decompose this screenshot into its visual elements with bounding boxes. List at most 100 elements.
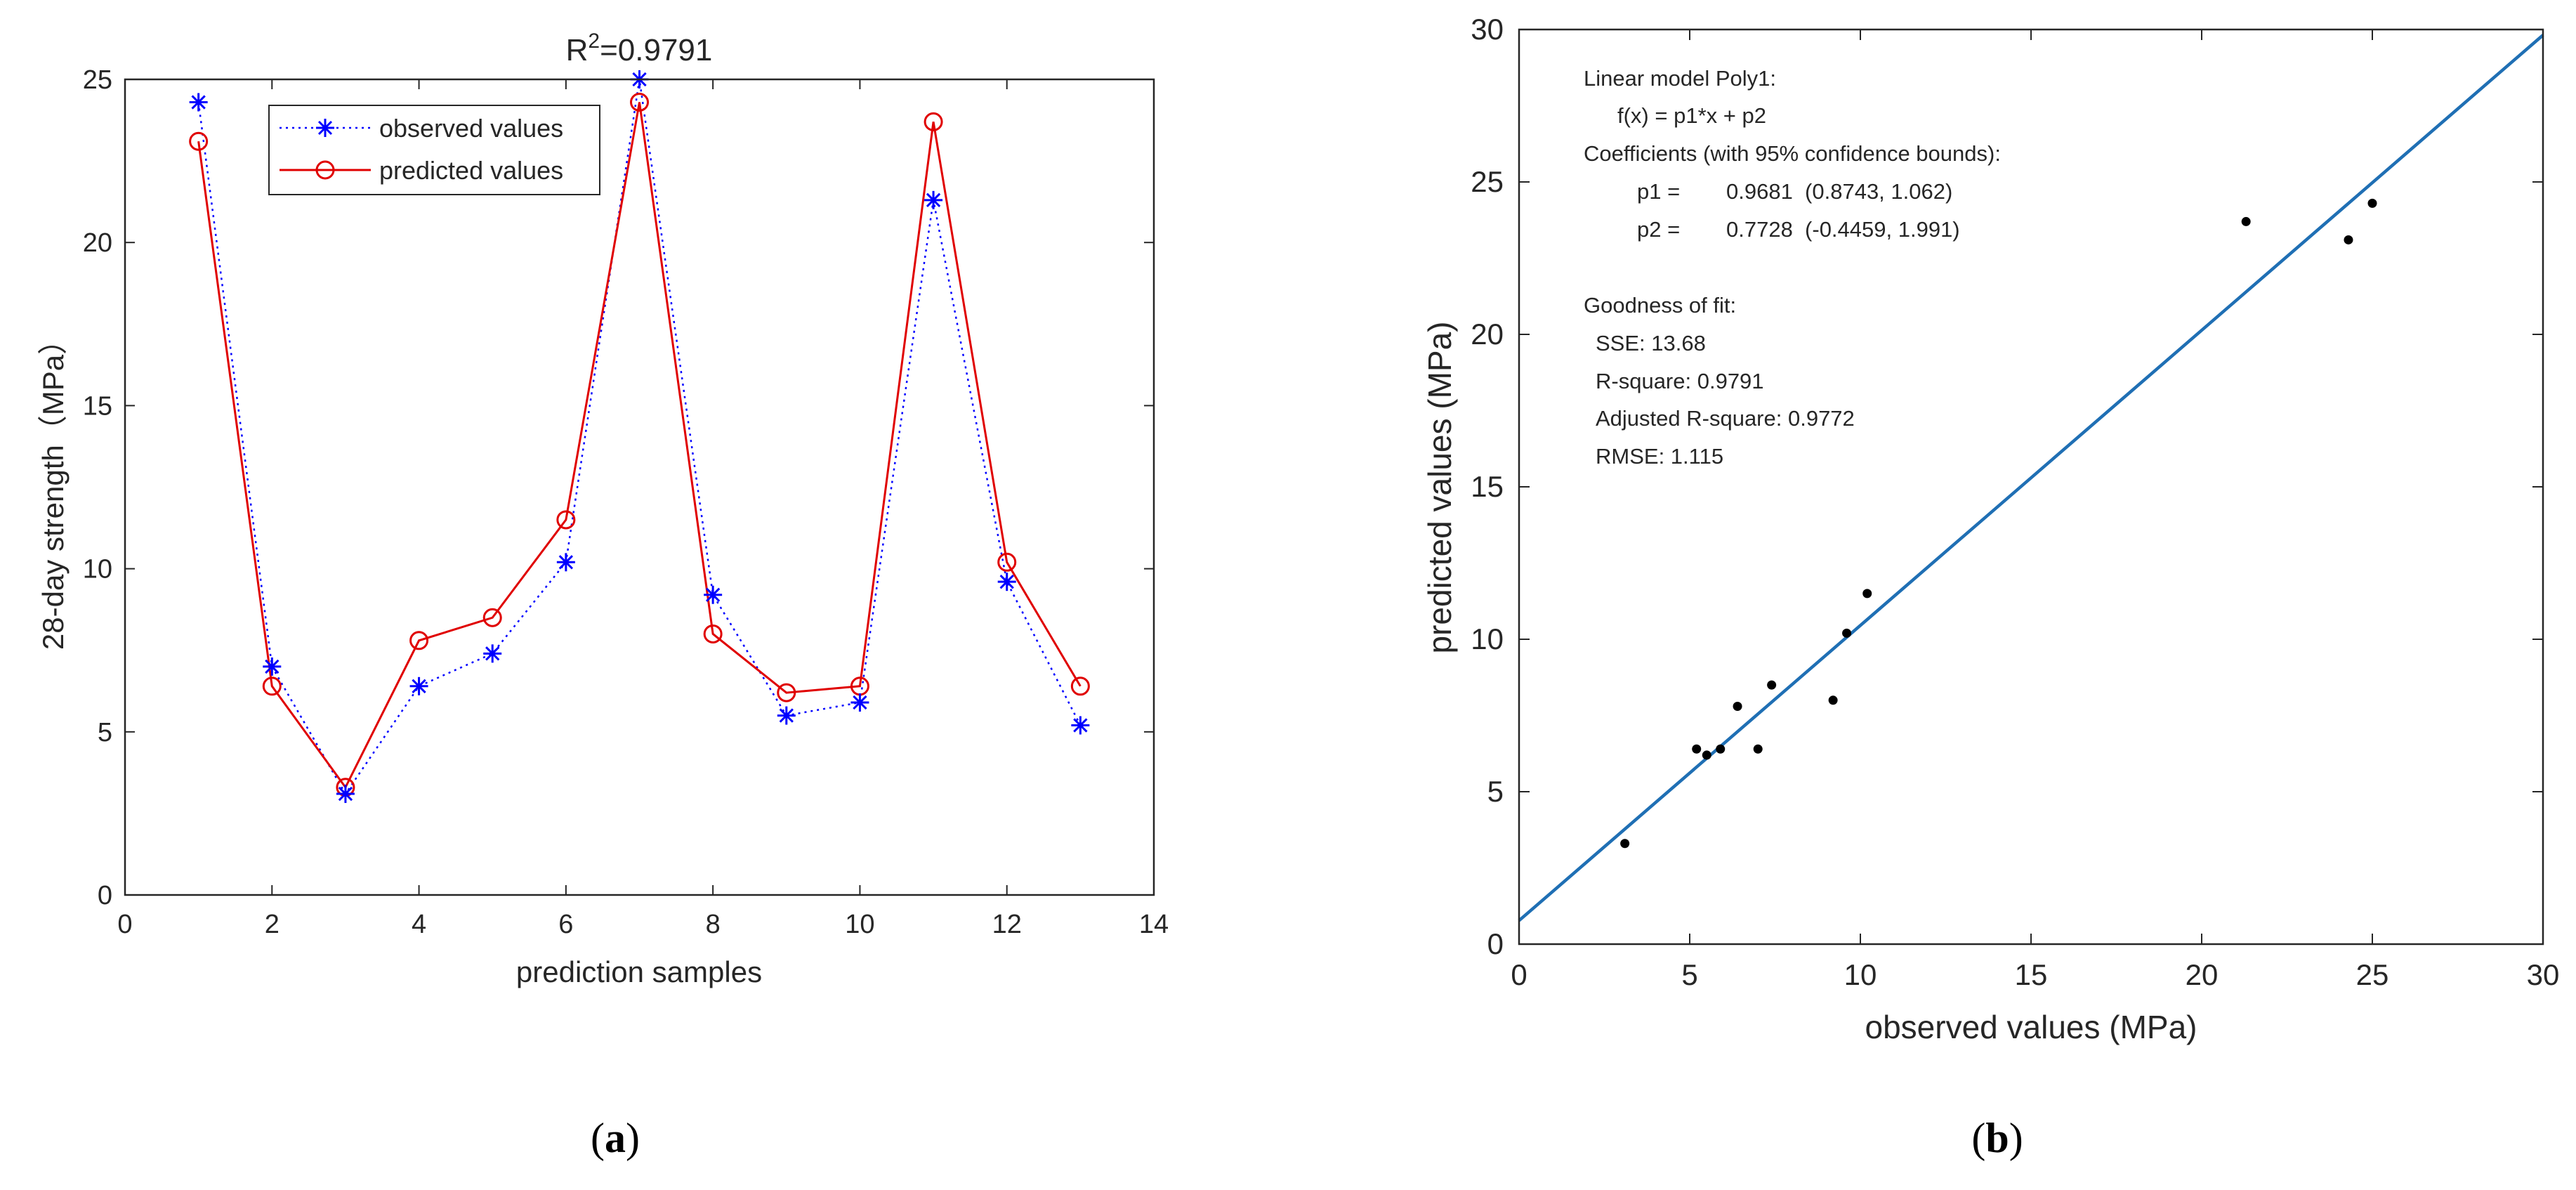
y-tick-label: 30 [1471,13,1504,46]
fit-line [1518,34,2544,922]
panel-a-legend: observed values predicted values [268,105,600,195]
observed-point [336,785,355,804]
predicted-point [997,552,1017,572]
predicted-point [777,683,796,702]
x-tick-label: 14 [1139,910,1169,939]
y-tick-label: 20 [1471,318,1504,351]
y-tick-label: 25 [1471,165,1504,198]
data-point [1842,628,1852,638]
x-tick-label: 25 [2356,958,2389,991]
x-tick-label: 6 [558,910,573,939]
panel-a-ticks: 0 2 4 6 8 10 12 14 0 5 10 15 20 25 [83,65,1169,939]
panel-a-title: R2=0.9791 [566,30,713,67]
panel-b-fit [1518,34,2544,922]
annotation-gof-header: Goodness of fit: [1584,293,1736,318]
panel-a-axes-frame [124,78,1155,896]
panel-b-axes-frame [1518,28,2544,946]
x-tick-label: 10 [1844,958,1877,991]
y-tick-label: 25 [83,65,112,95]
x-tick-label: 15 [2015,958,2048,991]
data-point [1767,680,1777,690]
observed-point [704,585,723,604]
observed-point [997,573,1016,591]
panel-b-points [1620,198,2377,849]
y-tick-label: 10 [83,555,112,584]
panel-b-xlabel: observed values (MPa) [1865,1009,2197,1045]
annotation-p1-label: p1 = [1637,179,1680,204]
predicted-series-line [197,102,1082,790]
predicted-point [924,112,943,131]
predicted-point [189,131,209,151]
observed-point [189,93,208,112]
fit-annotation: Linear model Poly1: f(x) = p1*x + p2 Coe… [1584,66,2001,469]
observed-point [409,676,428,695]
x-tick-label: 2 [265,910,280,939]
predicted-point [556,510,576,530]
observed-point [924,190,943,209]
y-tick-label: 5 [98,718,112,747]
legend-observed-label: observed values [379,114,563,143]
data-point [2344,235,2353,244]
annotation-adj-rsquare: Adjusted R-square: 0.9772 [1596,406,1855,431]
data-point [1716,744,1726,754]
y-tick-label: 15 [83,391,112,421]
observed-point [483,644,502,663]
observed-point [556,553,575,572]
x-tick-label: 20 [2186,958,2219,991]
data-point [1702,750,1711,760]
data-point [1733,701,1742,711]
x-tick-label: 0 [1511,958,1527,991]
x-tick-label: 10 [845,910,874,939]
observed-point [850,693,869,712]
panel-b-caption-letter: b [1985,1115,2009,1161]
y-tick-label: 0 [1487,927,1504,960]
y-tick-label: 10 [1471,622,1504,655]
panel-b-caption: (b) [1971,1115,2023,1161]
panel-b-chart: 0 5 10 15 20 25 30 0 5 10 15 20 25 30 observed values… [1421,13,2559,1045]
annotation-p2-label: p2 = [1637,217,1680,242]
observed-point [263,657,282,676]
data-point [1828,695,1838,705]
x-tick-label: 30 [2527,958,2560,991]
data-point [1753,744,1763,754]
predicted-point [409,631,429,650]
x-tick-label: 5 [1681,958,1697,991]
predicted-point [482,608,502,627]
annotation-formula: f(x) = p1*x + p2 [1617,103,1766,128]
annotation-coeff-header: Coefficients (with 95% confidence bounds… [1584,141,2001,166]
annotation-rsquare: R-square: 0.9791 [1596,369,1764,393]
legend-predicted-label: predicted values [379,156,563,185]
y-tick-label: 15 [1471,470,1504,503]
x-tick-label: 0 [117,910,132,939]
panel-b-ylabel: predicted values (MPa) [1421,322,1458,654]
panel-a-caption-letter: a [605,1115,626,1161]
annotation-model: Linear model Poly1: [1584,66,1776,91]
data-point [1862,589,1872,599]
y-tick-label: 20 [83,228,112,258]
data-point [1620,839,1630,849]
predicted-point [703,624,723,643]
y-tick-label: 0 [98,881,112,910]
panel-a-ylabel: 28-day strength（MPa） [37,325,70,650]
x-tick-label: 4 [412,910,426,939]
predicted-point [1070,676,1090,696]
panel-a-chart: 0 2 4 6 8 10 12 14 0 5 10 15 20 25 R2=0.9791 predicti… [37,30,1169,988]
x-tick-label: 8 [706,910,721,939]
annotation-sse: SSE: 13.68 [1596,331,1706,355]
panel-a-caption: (a) [591,1115,640,1161]
panel-a-xlabel: prediction samples [516,955,762,988]
annotation-p1-value: 0.9681 (0.8743, 1.062) [1726,179,1952,204]
predicted-point [630,93,649,112]
annotation-rmse: RMSE: 1.115 [1596,444,1723,469]
legend-predicted-marker [315,160,335,180]
y-tick-label: 5 [1487,775,1504,808]
data-point [2241,216,2251,226]
predicted-point [262,676,282,696]
data-point [2367,198,2377,208]
annotation-p2-value: 0.7728 (-0.4459, 1.991) [1726,217,1960,242]
x-tick-label: 12 [992,910,1022,939]
observed-point [777,706,796,725]
data-point [1692,744,1702,754]
legend-observed-marker [316,119,334,137]
